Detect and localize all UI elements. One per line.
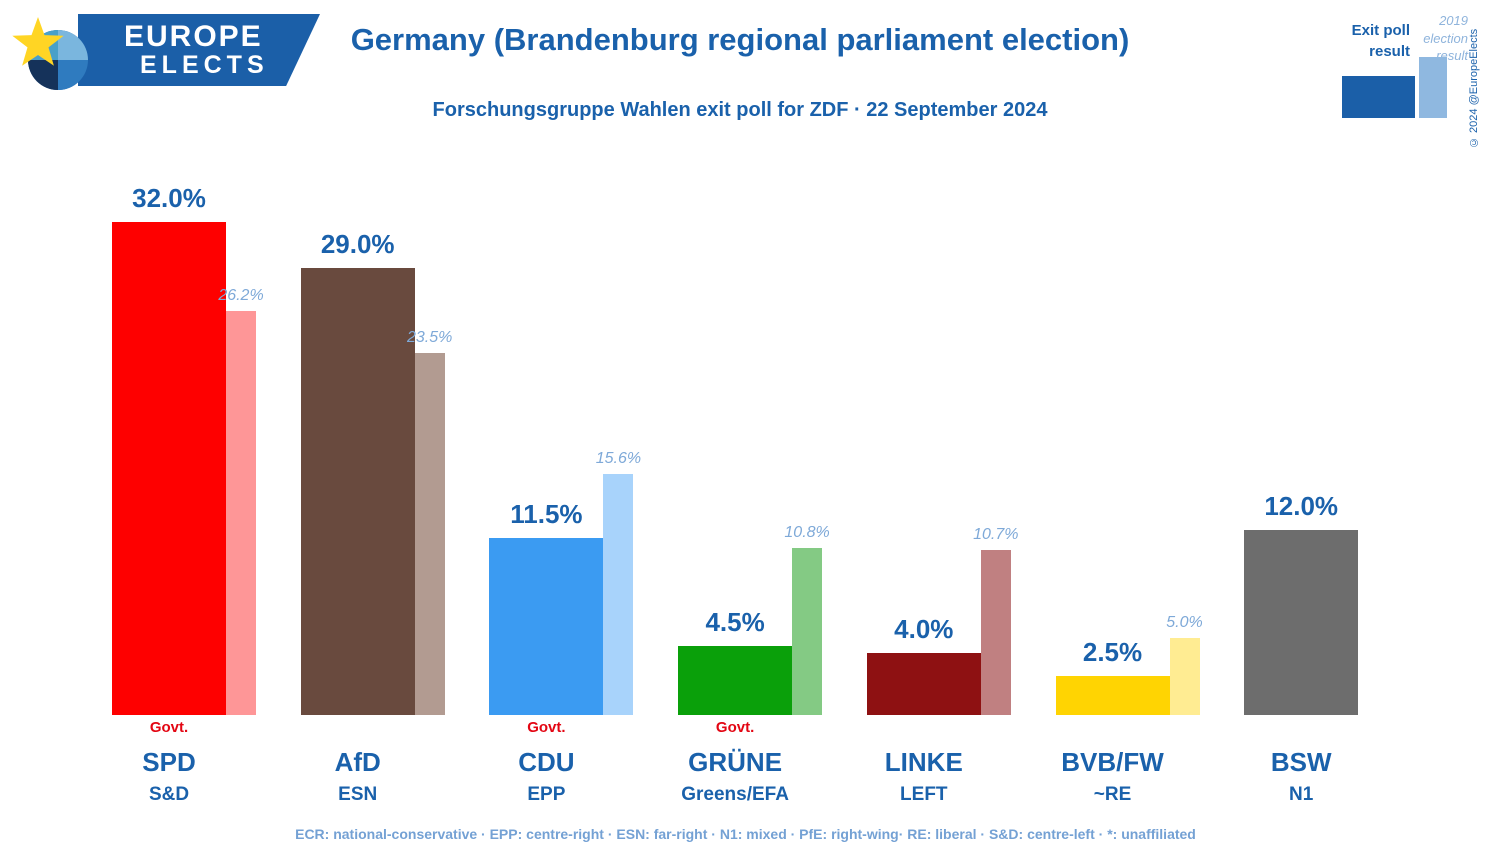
- previous-result-bar: [980, 550, 1011, 715]
- party-group-SPD: 26.2% 32.0% Govt. SPD S&D: [112, 0, 264, 805]
- party-group-AfD: 23.5% 29.0% AfD ESN: [300, 0, 452, 805]
- exit-poll-bar: [1244, 529, 1359, 715]
- party-group-GRÜNE: 10.8% 4.5% Govt. GRÜNE Greens/EFA: [678, 0, 830, 805]
- exit-poll-value: 29.0%: [320, 228, 395, 259]
- logo-banner: EUROPE ELECTS: [78, 14, 320, 86]
- brand-line-2: ELECTS: [140, 51, 269, 79]
- party-name: BVB/FW: [1061, 747, 1164, 777]
- previous-result-value: 15.6%: [595, 450, 642, 468]
- chart-subtitle: Forschungsgruppe Wahlen exit poll for ZD…: [432, 99, 1048, 121]
- chart-title: Germany (Brandenburg regional parliament…: [350, 22, 1130, 57]
- party-name: SPD: [142, 747, 196, 777]
- party-eu-group: N1: [1289, 784, 1314, 805]
- party-name: BSW: [1270, 747, 1332, 777]
- logo-star-icon: [8, 12, 100, 109]
- legend-2019-result-swatch: [1419, 57, 1447, 118]
- party-eu-group: Greens/EFA: [681, 784, 789, 805]
- previous-result-bar: [414, 352, 445, 715]
- party-name: CDU: [518, 747, 575, 777]
- exit-poll-bar: [1055, 676, 1170, 715]
- party-group-BVB/FW: 5.0% 2.5% BVB/FW ~RE: [1055, 0, 1203, 805]
- brand-line-1: EUROPE: [124, 19, 263, 53]
- govt-label: Govt.: [149, 719, 189, 736]
- govt-label: Govt.: [715, 719, 755, 736]
- exit-poll-value: 4.0%: [894, 614, 954, 645]
- party-group-CDU: 15.6% 11.5% Govt. CDU EPP: [489, 0, 641, 805]
- exit-poll-value: 4.5%: [705, 606, 765, 637]
- previous-result-value: 5.0%: [1166, 613, 1203, 631]
- party-group-LINKE: 10.7% 4.0% LINKE LEFT: [866, 0, 1018, 805]
- party-eu-group: ~RE: [1093, 784, 1132, 805]
- party-eu-group: LEFT: [900, 784, 948, 805]
- exit-poll-bar: [112, 221, 226, 715]
- party-name: LINKE: [884, 747, 963, 777]
- group-abbreviation-footer: ECR: national-conservative · EPP: centre…: [295, 826, 1196, 842]
- party-name: AfD: [334, 747, 381, 777]
- previous-result-value: 23.5%: [407, 328, 453, 346]
- previous-result-value: 10.7%: [973, 526, 1019, 544]
- party-eu-group: ESN: [338, 784, 378, 805]
- exit-poll-value: 12.0%: [1264, 490, 1339, 521]
- copyright-text: © 2024 @EuropeElects: [1468, 28, 1480, 148]
- exit-poll-value: 11.5%: [510, 498, 583, 529]
- previous-result-bar: [603, 474, 634, 715]
- bar-chart: 26.2% 32.0% Govt. SPD S&D 23.5% 29.0% AfD ESN 15.…: [112, 0, 1388, 805]
- previous-result-bar: [1169, 637, 1200, 715]
- previous-result-bar: [792, 548, 823, 715]
- europe-elects-logo: EUROPE ELECTS: [8, 4, 328, 100]
- previous-result-value: 26.2%: [218, 287, 264, 304]
- previous-result-value: 10.8%: [784, 524, 830, 542]
- govt-label: Govt.: [527, 719, 566, 736]
- legend-exit-poll-label: Exit poll result: [1351, 22, 1410, 60]
- party-eu-group: S&D: [148, 784, 190, 805]
- exit-poll-bar: [678, 645, 793, 715]
- exit-poll-value: 32.0%: [132, 182, 206, 213]
- exit-poll-value: 2.5%: [1082, 637, 1143, 668]
- party-eu-group: EPP: [527, 784, 566, 805]
- legend-exit-poll-swatch: [1342, 76, 1415, 118]
- party-name: GRÜNE: [688, 747, 783, 777]
- previous-result-bar: [226, 311, 256, 715]
- exit-poll-bar: [300, 267, 415, 715]
- exit-poll-bar: [866, 653, 981, 715]
- exit-poll-bar: [489, 537, 604, 715]
- party-group-BSW: 12.0% BSW N1: [1244, 0, 1388, 805]
